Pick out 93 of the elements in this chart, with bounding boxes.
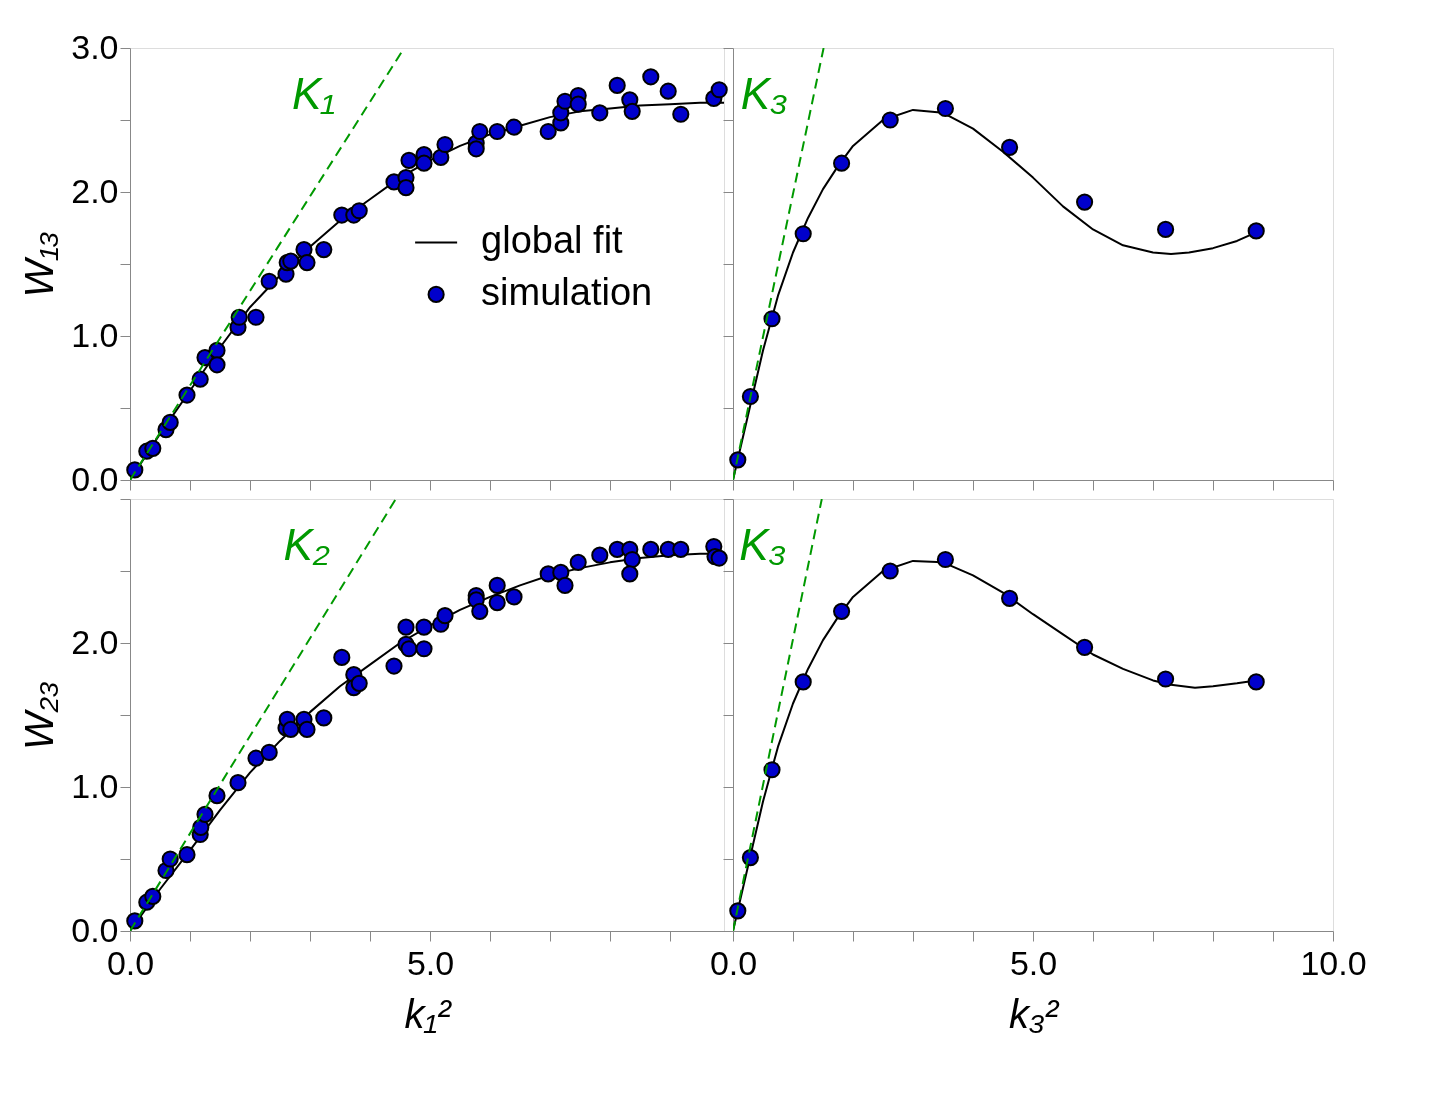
legend-label: global fit xyxy=(481,219,624,262)
point xyxy=(642,540,660,558)
point xyxy=(505,118,523,136)
point xyxy=(488,594,506,612)
point xyxy=(741,848,759,867)
point xyxy=(488,576,506,594)
point xyxy=(247,749,265,767)
point xyxy=(569,95,587,113)
point xyxy=(936,99,954,118)
point xyxy=(881,111,899,129)
x-tick-label: 10.0 xyxy=(1300,943,1367,982)
point xyxy=(298,720,316,738)
point xyxy=(623,550,641,569)
point xyxy=(794,673,812,691)
point xyxy=(608,76,626,95)
point xyxy=(436,607,454,625)
point xyxy=(126,461,144,479)
point xyxy=(833,602,851,620)
point xyxy=(505,588,523,606)
y-tick-label: 1.0 xyxy=(71,315,119,354)
y-tick-label: 2.0 xyxy=(71,622,119,661)
point xyxy=(1157,220,1175,239)
point xyxy=(881,562,899,580)
point xyxy=(1247,673,1265,691)
y-axis-title: W₂₃ xyxy=(17,681,62,750)
point xyxy=(191,370,209,388)
point xyxy=(315,709,333,727)
point xyxy=(488,122,506,141)
point xyxy=(247,308,265,326)
legend-label: simulation xyxy=(481,271,653,314)
point xyxy=(397,179,415,197)
point xyxy=(333,648,351,666)
x-axis-title: k₁² xyxy=(404,991,453,1036)
point xyxy=(569,553,587,571)
point xyxy=(621,565,639,583)
point xyxy=(833,154,851,172)
annotation: K₁ xyxy=(291,69,336,118)
point xyxy=(1001,138,1019,156)
point xyxy=(936,550,954,569)
point xyxy=(436,135,454,154)
point xyxy=(385,657,403,675)
point xyxy=(794,225,812,243)
point xyxy=(282,720,300,738)
point xyxy=(1076,638,1094,656)
point xyxy=(229,774,247,792)
point xyxy=(1001,589,1019,607)
point xyxy=(400,640,418,658)
x-tick-label: 5.0 xyxy=(406,943,455,982)
point xyxy=(556,576,574,594)
point xyxy=(298,253,316,272)
point xyxy=(763,761,781,779)
point xyxy=(710,81,728,99)
point xyxy=(710,549,728,567)
point xyxy=(144,887,162,906)
point xyxy=(260,272,278,290)
point xyxy=(659,82,677,100)
point xyxy=(208,787,226,805)
point xyxy=(1247,222,1265,240)
y-tick-label: 1.0 xyxy=(71,766,119,805)
point xyxy=(471,122,489,141)
point xyxy=(415,618,433,636)
point xyxy=(350,202,368,220)
annotation: K₃ xyxy=(739,520,787,569)
point xyxy=(350,674,368,692)
point xyxy=(1157,670,1175,688)
x-axis-title: k₃² xyxy=(1008,991,1060,1036)
point xyxy=(623,102,641,120)
point xyxy=(282,252,300,270)
point xyxy=(415,154,433,172)
y-tick-label: 3.0 xyxy=(71,27,119,66)
point xyxy=(397,618,415,636)
point xyxy=(591,546,609,564)
annotation: K₃ xyxy=(740,69,788,118)
point xyxy=(315,241,333,259)
point xyxy=(415,640,433,658)
annotation: K₂ xyxy=(283,520,330,569)
y-axis-title: W₁₃ xyxy=(17,231,62,298)
point xyxy=(471,602,489,620)
point xyxy=(591,104,609,122)
point xyxy=(260,743,278,762)
point xyxy=(672,540,690,558)
point xyxy=(178,846,196,864)
y-tick-label: 2.0 xyxy=(71,171,119,210)
point xyxy=(400,151,418,169)
point xyxy=(467,140,485,158)
point xyxy=(642,68,660,86)
y-tick-label: 0.0 xyxy=(71,459,119,498)
point xyxy=(1076,193,1094,211)
x-tick-label: 0.0 xyxy=(709,943,758,982)
point xyxy=(208,356,226,374)
point xyxy=(672,105,690,123)
point xyxy=(539,122,557,141)
x-tick-label: 5.0 xyxy=(1009,943,1058,982)
